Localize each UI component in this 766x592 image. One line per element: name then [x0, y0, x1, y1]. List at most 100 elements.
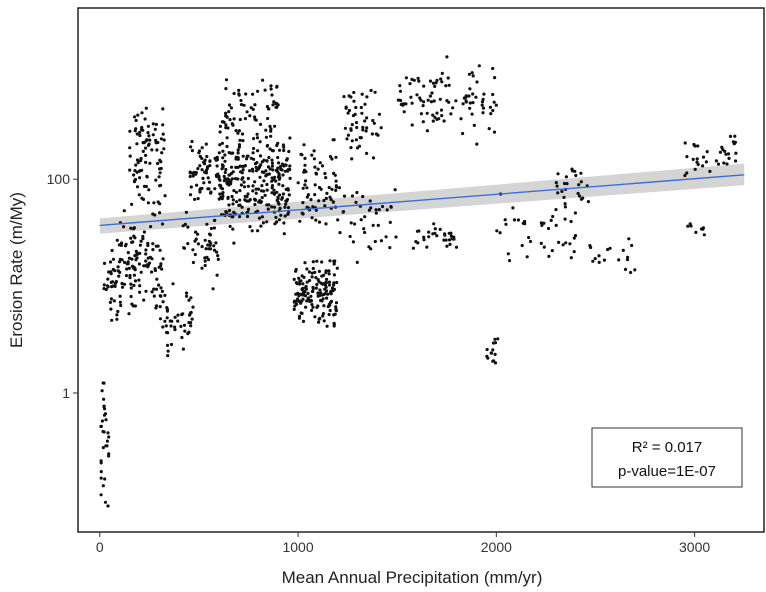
data-point	[125, 267, 129, 271]
data-point	[144, 248, 148, 252]
data-point	[118, 300, 122, 304]
data-point	[281, 192, 285, 196]
confidence-band-layer	[99, 163, 745, 234]
data-point	[102, 261, 107, 265]
data-point	[169, 342, 174, 347]
data-point	[152, 294, 156, 298]
data-point	[157, 175, 161, 179]
data-point	[109, 307, 113, 311]
data-point	[313, 183, 317, 187]
data-point	[447, 238, 452, 242]
data-point	[238, 198, 242, 202]
data-point	[273, 175, 277, 179]
data-point	[266, 207, 270, 211]
data-point	[185, 294, 189, 298]
data-point	[270, 158, 274, 162]
data-point	[308, 299, 312, 304]
data-point	[236, 131, 240, 135]
data-point	[562, 181, 567, 186]
data-point	[155, 304, 159, 308]
data-point	[411, 246, 415, 250]
data-point	[542, 221, 546, 225]
data-point	[468, 101, 472, 105]
data-point	[320, 164, 325, 168]
data-point	[190, 139, 194, 144]
data-point	[254, 187, 258, 191]
data-point	[298, 292, 302, 296]
data-point	[733, 134, 737, 138]
data-point	[246, 184, 250, 188]
data-point	[139, 239, 143, 243]
data-point	[238, 117, 242, 122]
data-point	[106, 431, 110, 435]
data-point	[303, 183, 307, 187]
data-point	[254, 191, 258, 195]
data-point	[346, 111, 350, 115]
data-point	[363, 119, 367, 123]
data-point	[314, 218, 318, 222]
data-point	[183, 329, 187, 333]
data-point	[361, 125, 365, 129]
data-point	[334, 301, 339, 305]
data-point	[425, 245, 429, 249]
data-point	[132, 283, 136, 288]
data-point	[159, 137, 163, 141]
data-point	[410, 101, 414, 105]
data-point	[573, 211, 578, 215]
data-point	[238, 189, 242, 193]
data-point	[279, 167, 283, 171]
data-point	[415, 93, 419, 97]
data-point	[349, 95, 353, 99]
data-point	[260, 170, 264, 174]
data-point	[161, 325, 165, 329]
data-point	[377, 112, 382, 116]
data-point	[542, 245, 546, 249]
data-point	[492, 130, 497, 134]
data-point	[311, 205, 315, 209]
data-point	[572, 250, 576, 254]
data-point	[470, 71, 474, 75]
x-tick-label: 1000	[282, 539, 313, 555]
data-point	[576, 191, 580, 196]
data-point	[139, 159, 143, 163]
data-point	[127, 312, 131, 316]
data-point	[141, 197, 146, 201]
data-point	[327, 312, 331, 317]
data-point	[692, 142, 696, 147]
data-point	[525, 255, 529, 259]
data-point	[106, 277, 110, 281]
data-point	[551, 214, 555, 219]
data-point	[313, 270, 317, 274]
data-point	[134, 163, 138, 167]
data-point	[287, 193, 291, 197]
data-point	[471, 74, 475, 78]
data-point	[243, 117, 247, 121]
data-point	[224, 78, 229, 82]
data-point	[122, 209, 126, 213]
data-point	[354, 200, 358, 204]
data-point	[283, 214, 287, 218]
data-point	[321, 314, 325, 318]
data-point	[316, 304, 320, 308]
data-point	[270, 93, 274, 97]
data-point	[256, 229, 260, 233]
data-point	[180, 335, 184, 340]
data-point	[218, 124, 222, 128]
data-point	[102, 283, 106, 287]
data-point	[527, 235, 531, 240]
data-point	[317, 220, 322, 224]
data-point	[317, 320, 321, 324]
data-point	[161, 123, 165, 127]
data-point	[297, 276, 301, 280]
data-point	[209, 247, 213, 251]
data-point	[588, 244, 592, 248]
data-point	[294, 269, 298, 273]
data-point	[237, 145, 241, 149]
data-point	[374, 132, 378, 136]
data-point	[315, 282, 319, 287]
data-point	[728, 134, 733, 138]
data-point	[146, 131, 150, 135]
data-point	[593, 257, 597, 261]
data-point	[238, 203, 242, 207]
